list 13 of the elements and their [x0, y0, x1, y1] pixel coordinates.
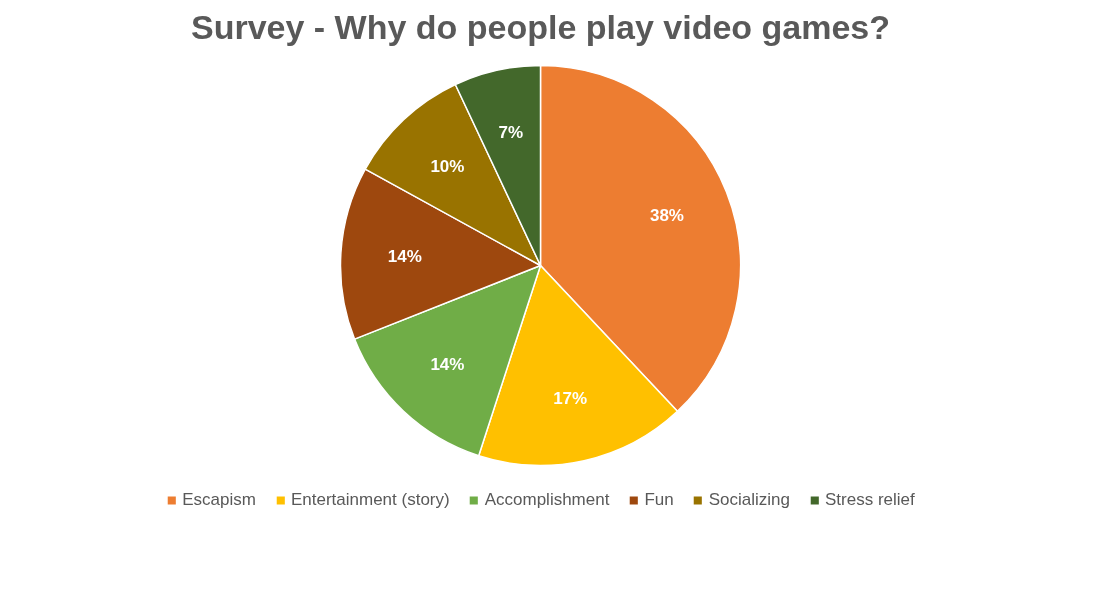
legend-label: Socializing: [708, 490, 790, 510]
data-label: 7%: [498, 123, 524, 143]
data-label: 38%: [649, 205, 684, 225]
legend-label: Fun: [644, 490, 674, 510]
legend-label: Stress relief: [824, 490, 915, 510]
chart-title: Survey - Why do people play video games?: [190, 7, 891, 46]
legend-label: Accomplishment: [484, 490, 610, 510]
legend-label: Escapism: [182, 490, 256, 510]
data-label: 14%: [430, 355, 465, 375]
data-label: 17%: [553, 388, 588, 408]
data-label: 10%: [430, 156, 465, 176]
legend-label: Entertainment (story): [290, 490, 450, 510]
data-label: 14%: [387, 247, 422, 267]
